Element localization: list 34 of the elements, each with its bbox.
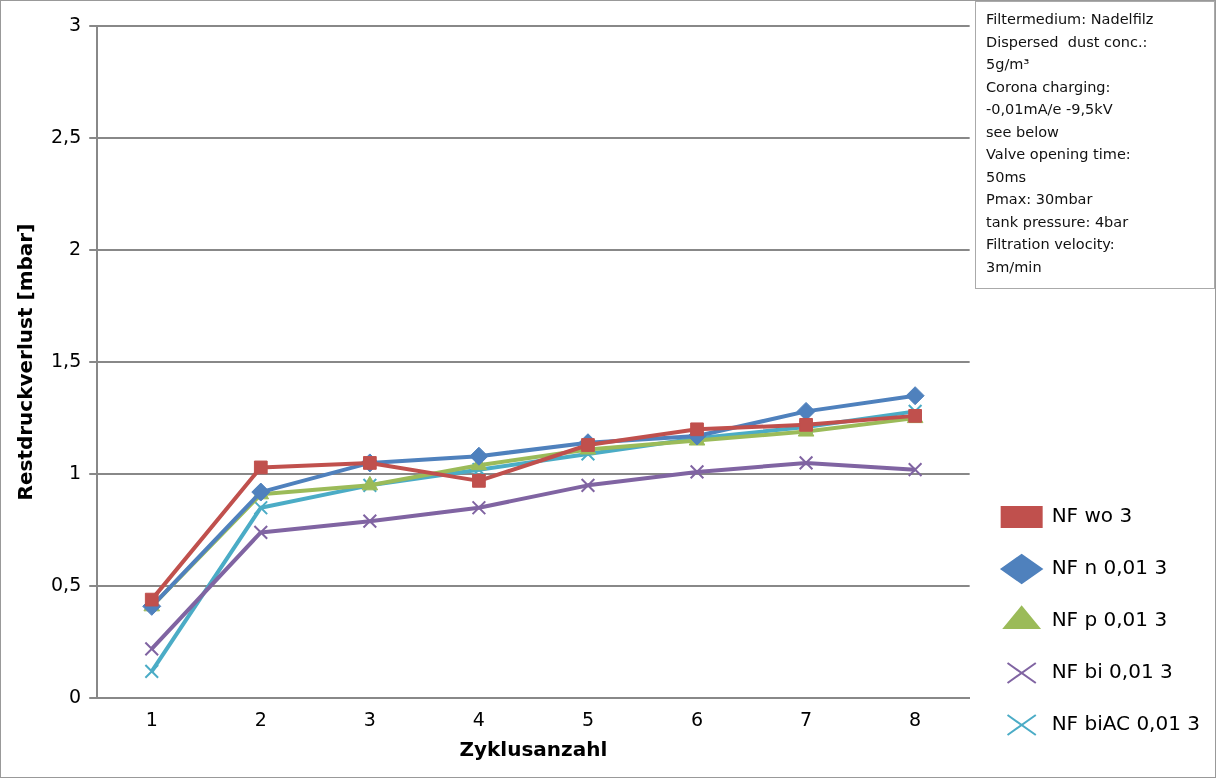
- y-tick-label: 0: [69, 685, 82, 708]
- text: 50ms: [986, 167, 1028, 187]
- x-tick-label: 6: [690, 707, 704, 730]
- y-tick-label: 2,5: [51, 124, 82, 147]
- text: 5g/m³: [986, 55, 1031, 74]
- y-tick-label: 3: [69, 12, 82, 35]
- text: Valve opening time:: [986, 145, 1132, 164]
- x-tick-label: 3: [363, 707, 376, 730]
- y-tick-label: 2: [69, 237, 82, 259]
- text: Filtermedium: Nadelfilz: [986, 10, 1155, 29]
- legend-label: NF p 0,01 3: [1051, 607, 1168, 632]
- text: tank pressure: 4bar: [986, 212, 1130, 232]
- text: Filtration velocity:: [986, 235, 1116, 254]
- legend-label: NF bi 0,01 3: [1051, 659, 1173, 684]
- text: Pmax: 30mbar: [986, 190, 1094, 209]
- x-tick-label: 7: [800, 707, 813, 730]
- x-axis-title: Zyklusanzahl: [459, 737, 608, 762]
- x-tick-label: 4: [472, 707, 485, 730]
- x-tick-label: 5: [581, 707, 595, 730]
- legend-label: NF n 0,01 3: [1051, 555, 1168, 580]
- legend-label: NF wo 3: [1051, 503, 1133, 528]
- x-tick-label: 1: [145, 707, 158, 730]
- x-tick-label: 8: [909, 707, 922, 730]
- text: see below: [986, 122, 1060, 142]
- y-tick-label: 1: [69, 461, 82, 484]
- y-tick-label: 1,5: [51, 349, 82, 372]
- text: Corona charging:: [986, 77, 1112, 97]
- legend-label: NF biAC 0,01 3: [1051, 711, 1200, 736]
- text: -0,01mA/e -9,5kV: [986, 100, 1114, 119]
- y-axis-title: Restdruckverlust [mbar]: [13, 223, 38, 501]
- y-tick-label: 0,5: [51, 573, 82, 596]
- text: Dispersed dust conc.:: [986, 32, 1149, 52]
- x-tick-label: 2: [254, 707, 267, 730]
- text: 3m/min: [986, 257, 1043, 277]
